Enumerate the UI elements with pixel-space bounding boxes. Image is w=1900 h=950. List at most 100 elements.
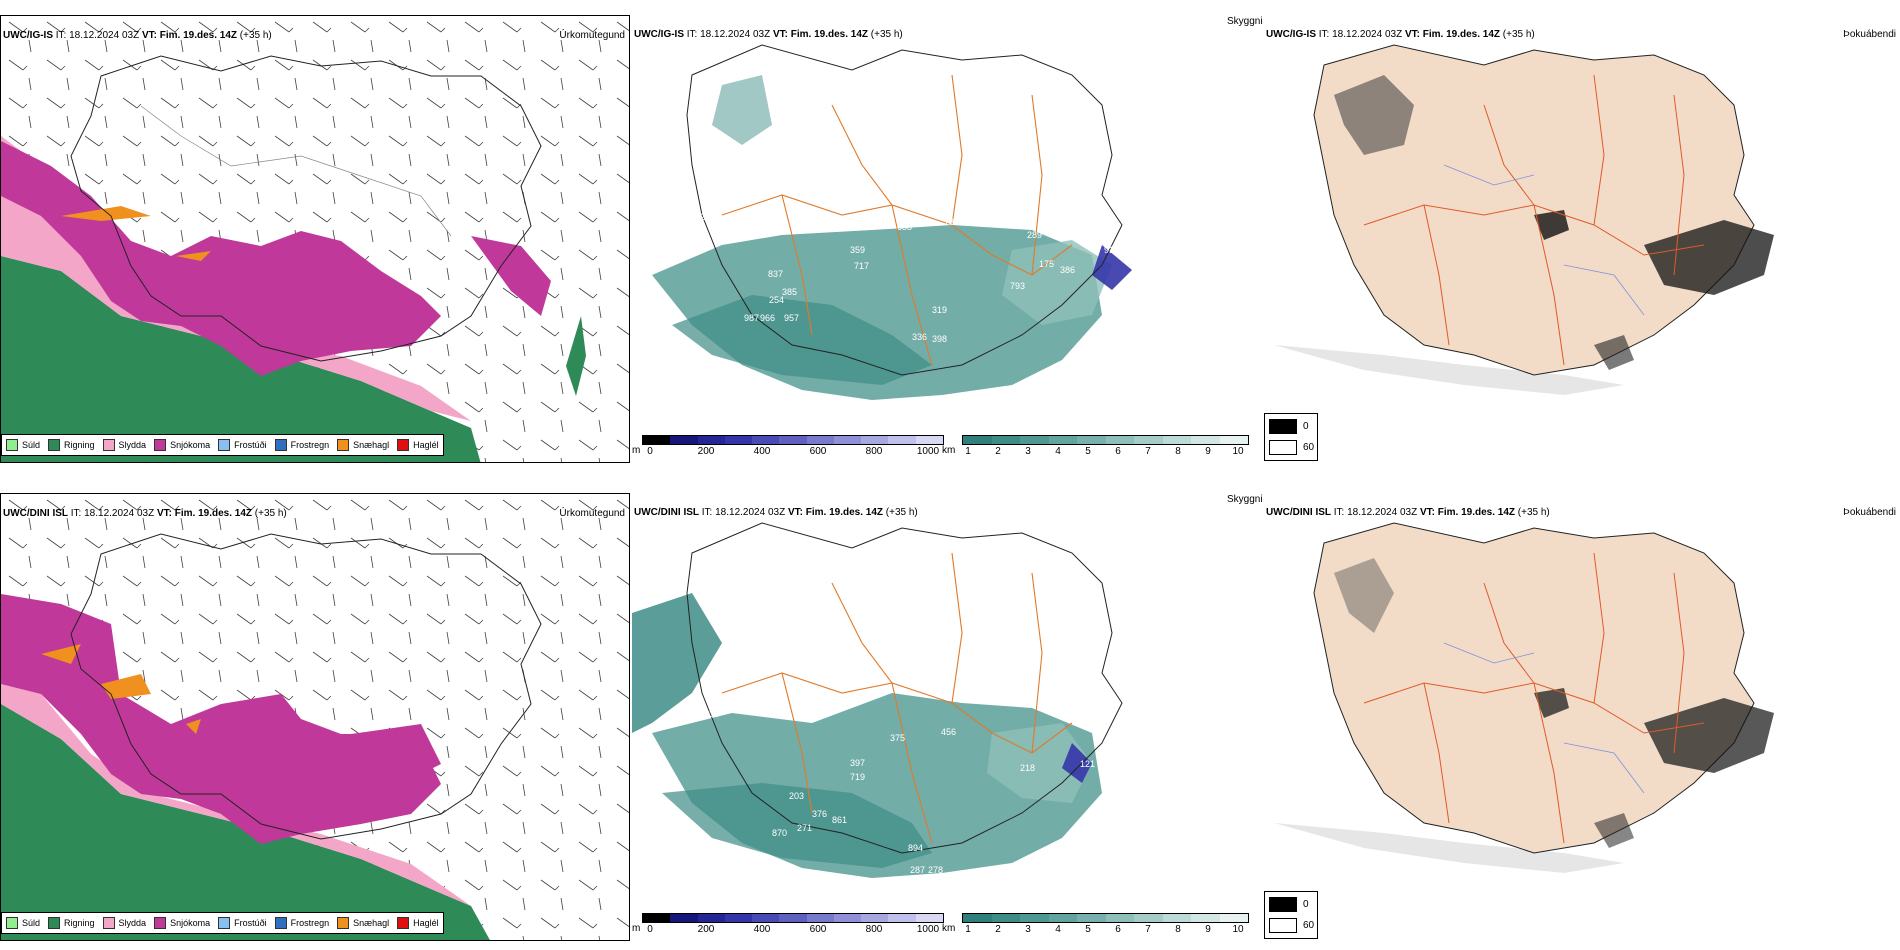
value-label: 397	[850, 758, 865, 768]
panel-title: Þokuábendi	[1843, 29, 1896, 40]
colorbar-tick: 0	[647, 446, 653, 457]
legend-swatch	[274, 439, 287, 451]
value-label: 386	[1060, 265, 1075, 275]
value-label: 271	[797, 823, 812, 833]
panel-header: UWC/IG-IS IT: 18.12.2024 03Z VT: Fim. 19…	[3, 30, 272, 41]
colorbar-tick: 5	[1085, 924, 1091, 935]
precip-panel-bottom: UWC/DINI ISL IT: 18.12.2024 03Z VT: Fim.…	[0, 493, 630, 941]
legend-label: 60	[1303, 920, 1315, 931]
colorbar-tick: 600	[809, 446, 827, 457]
colorbar-tick: 800	[865, 924, 883, 935]
legend-label: Frostregn	[290, 440, 330, 450]
value-label: 236	[700, 212, 715, 222]
colorbar-tick: 1000	[916, 446, 940, 457]
colorbar-tick: 7	[1145, 446, 1151, 457]
legend-label: 0	[1303, 899, 1309, 910]
legend-swatch	[397, 439, 410, 451]
colorbar-tick: 10	[1232, 446, 1244, 457]
cloud-vis-map: 375 456 397 719 234 255 925 218 121 139 …	[632, 522, 1123, 878]
colorbar-tick: 8	[1175, 446, 1181, 457]
legend-swatch	[218, 439, 231, 451]
legend-label: Frostregn	[290, 918, 330, 928]
value-label: 987	[744, 313, 759, 323]
panel-title-skyggni: Skyggni	[1227, 16, 1263, 27]
value-label: 870	[772, 828, 787, 838]
colorbar-tick: 2	[995, 446, 1001, 457]
value-label: 336	[912, 332, 927, 342]
legend-swatch	[102, 439, 115, 451]
colorbar-tick: 200	[697, 924, 715, 935]
panel-title-skyggni: Skyggni	[1227, 494, 1263, 505]
value-label: 255	[722, 704, 737, 714]
value-label: 131	[1142, 235, 1157, 245]
legend-label: Haglél	[413, 918, 439, 928]
colorbar-unit: m	[632, 923, 641, 934]
precip-panel-top: UWC/IG-IS IT: 18.12.2024 03Z VT: Fim. 19…	[0, 15, 630, 463]
value-label: 688	[897, 222, 912, 232]
colorbar-tick: 3	[1025, 924, 1031, 935]
legend-label: 60	[1303, 442, 1315, 453]
colorbar-tick: 5	[1085, 446, 1091, 457]
legend-swatch	[337, 439, 350, 451]
panel-header: UWC/IG-IS IT: 18.12.2024 03Z VT: Fim. 19…	[1266, 29, 1535, 40]
colorbar-tick: 6	[1115, 446, 1121, 457]
panel-title: Úrkomutegund	[559, 30, 625, 41]
value-label: 456	[941, 727, 956, 737]
value-label: 131	[944, 217, 959, 227]
legend-label: 0	[1303, 421, 1309, 432]
cloud-base-colorbar: m 0 200 400 600 800 1000	[632, 435, 944, 461]
legend-swatch	[337, 917, 350, 929]
colorbar-tick: 200	[697, 446, 715, 457]
legend-swatch	[102, 917, 115, 929]
value-label: 375	[890, 733, 905, 743]
value-label: 359	[850, 245, 865, 255]
legend-swatch	[397, 917, 410, 929]
panel-header: UWC/IG-IS IT: 18.12.2024 03Z VT: Fim. 19…	[634, 29, 903, 40]
precip-legend: Súld Rigning Slydda Snjókoma Frostúði Fr…	[1, 912, 444, 934]
value-label: 234	[704, 709, 719, 719]
fog-map	[1274, 44, 1774, 395]
legend-swatch	[6, 917, 18, 929]
value-label: 139	[1102, 747, 1117, 757]
panel-header: UWC/DINI ISL IT: 18.12.2024 03Z VT: Fim.…	[634, 507, 918, 518]
legend-label: Rigning	[64, 440, 95, 450]
legend-label: Snjókoma	[170, 440, 211, 450]
colorbar-tick: 1	[965, 924, 971, 935]
legend-label: Frostúði	[234, 440, 267, 450]
colorbar-tick: 800	[865, 446, 883, 457]
panel-header: UWC/DINI ISL IT: 18.12.2024 03Z VT: Fim.…	[3, 508, 287, 519]
legend-label: Slydda	[118, 440, 147, 450]
cloud-base-colorbar: m 0 200 400 600 800 1000	[632, 913, 944, 939]
value-label: 717	[854, 261, 869, 271]
colorbar-tick: 8	[1175, 924, 1181, 935]
visibility-colorbar: km 1 2 3 4 5 6 7 8 9 10	[942, 913, 1252, 939]
legend-label: Slydda	[118, 918, 147, 928]
value-label: 289	[1027, 230, 1042, 240]
cloud-base-labels: 357 236 688 131 289 359 717 175 386 91 2…	[700, 200, 1177, 344]
value-label: 319	[932, 305, 947, 315]
legend-swatch	[48, 439, 61, 451]
value-label: 719	[850, 772, 865, 782]
colorbar-tick: 1	[965, 446, 971, 457]
colorbar-tick: 3	[1025, 446, 1031, 457]
value-label: 385	[782, 287, 797, 297]
precip-map	[1, 494, 629, 940]
panel-title: Þokuábendi	[1843, 507, 1896, 518]
precip-legend: Súld Rigning Slydda Snjókoma Frostúði Fr…	[1, 434, 444, 456]
fog-legend: 0 60	[1264, 413, 1318, 461]
value-label: 925	[758, 704, 773, 714]
value-label: 224	[1140, 220, 1155, 230]
cloud-base-labels: 375 456 397 719 234 255 925 218 121 139 …	[704, 704, 1117, 875]
legend-label: Rigning	[64, 918, 95, 928]
colorbar-tick: 4	[1055, 446, 1061, 457]
colorbar-tick: 600	[809, 924, 827, 935]
colorbar-tick: 7	[1145, 924, 1151, 935]
legend-swatch	[154, 917, 167, 929]
value-label: 357	[704, 200, 719, 210]
cloud-vis-panel-top: 357 236 688 131 289 359 717 175 386 91 2…	[632, 15, 1262, 463]
legend-swatch	[274, 917, 287, 929]
legend-label: Snæhagl	[353, 440, 390, 450]
colorbar-tick: 4	[1055, 924, 1061, 935]
colorbar-unit: km	[942, 923, 956, 934]
panel-header: UWC/DINI ISL IT: 18.12.2024 03Z VT: Fim.…	[1266, 507, 1550, 518]
